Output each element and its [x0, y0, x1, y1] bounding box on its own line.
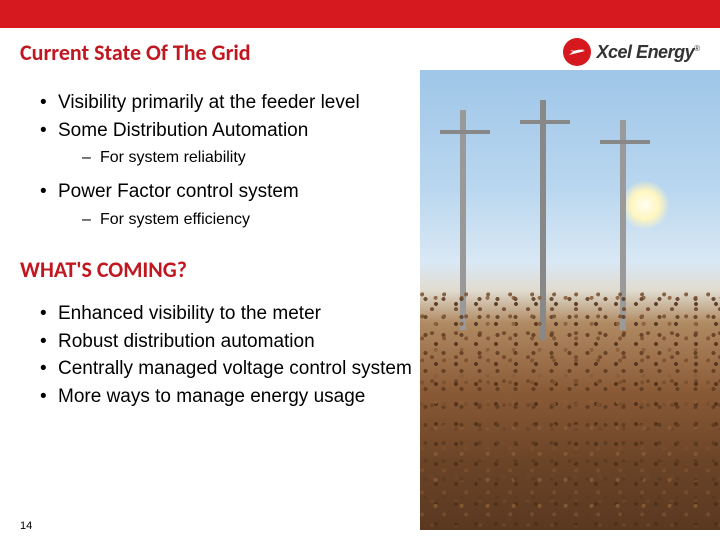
sub-item: For system efficiency — [58, 209, 450, 231]
gravel-texture — [420, 290, 720, 530]
crossarm-icon — [520, 120, 570, 124]
list-item: Robust distribution automation — [40, 329, 450, 355]
slide-title: Current State Of The Grid — [20, 39, 251, 66]
bullet-text: Power Factor control system — [58, 181, 299, 202]
current-state-list: Visibility primarily at the feeder level… — [40, 90, 450, 230]
list-item: Power Factor control system For system e… — [40, 179, 450, 230]
coming-list: Enhanced visibility to the meter Robust … — [40, 301, 450, 410]
substation-photo — [420, 70, 720, 530]
sub-list: For system reliability — [58, 147, 450, 169]
crossarm-icon — [600, 140, 650, 144]
logo-text: Xcel Energy® — [597, 42, 700, 63]
list-item: More ways to manage energy usage — [40, 384, 450, 410]
bullet-text: Visibility primarily at the feeder level — [58, 92, 360, 113]
list-item: Enhanced visibility to the meter — [40, 301, 450, 327]
list-item: Visibility primarily at the feeder level — [40, 90, 450, 116]
logo-mark-icon — [563, 38, 591, 66]
brand-logo: Xcel Energy® — [563, 38, 700, 66]
logo-registered-icon: ® — [694, 44, 700, 53]
list-item: Centrally managed voltage control system — [40, 356, 450, 382]
sun-flare-icon — [620, 180, 670, 230]
sub-list: For system efficiency — [58, 209, 450, 231]
top-accent-bar — [0, 0, 720, 28]
sub-item: For system reliability — [58, 147, 450, 169]
page-number: 14 — [20, 520, 32, 532]
list-item: Some Distribution Automation For system … — [40, 118, 450, 169]
bullet-text: Some Distribution Automation — [58, 120, 308, 141]
content-area: Visibility primarily at the feeder level… — [0, 70, 720, 534]
logo-brand-text: Xcel Energy — [597, 42, 695, 62]
coming-heading: WHAT'S COMING? — [20, 256, 450, 283]
text-column: Visibility primarily at the feeder level… — [0, 70, 460, 412]
header: Current State Of The Grid Xcel Energy® — [0, 28, 720, 70]
